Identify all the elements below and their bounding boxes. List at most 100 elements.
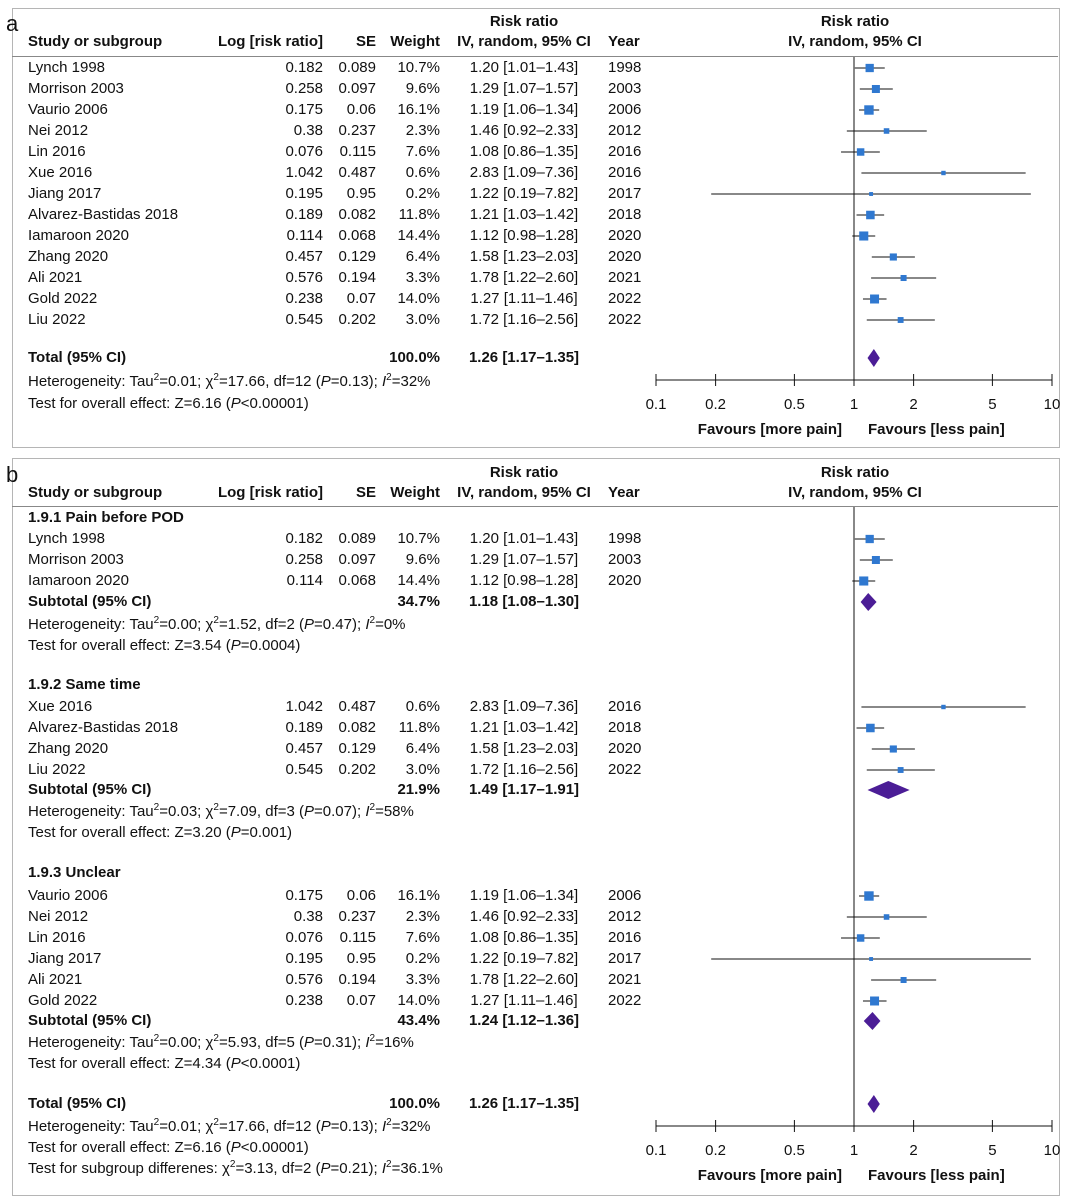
weight-value: 9.6% [405,551,440,568]
study-name: Zhang 2020 [28,740,109,757]
study-name: Nei 2012 [28,908,89,925]
x-tick-label: 5 [988,396,997,413]
study-name: Lynch 1998 [28,530,106,547]
plot-header-top: Risk ratio [820,13,890,30]
effect-square [859,576,869,586]
note-part: =32% [391,1118,431,1135]
x-tick-label: 1 [849,1142,859,1159]
summary-label: Subtotal (95% CI) [28,593,152,610]
weight-value: 9.6% [405,80,440,97]
ci-value: 2.83 [1.09–7.36] [469,164,579,181]
col-header-rr-top: Risk ratio [489,13,559,30]
summary-ci: 1.26 [1.17–1.35] [468,1095,580,1112]
log-rr-value: 0.114 [286,572,323,589]
effect-square [870,996,880,1006]
study-name: Xue 2016 [28,164,93,181]
col-header-se: SE [355,33,376,50]
year-value: 2022 [608,311,642,328]
effect-square [856,148,865,156]
effect-square [883,128,890,134]
se-value: 0.95 [346,950,376,967]
study-name: Nei 2012 [28,122,89,139]
note-part: =0.00; [159,616,206,633]
log-rr-value: 0.182 [285,530,323,547]
year-value: 2017 [608,950,642,967]
log-rr-value: 0.258 [285,80,323,97]
note-part: I [365,616,370,633]
note-part: Test for overall effect: Z=4.34 ( [28,1055,231,1072]
weight-value: 3.0% [405,311,440,328]
note-part: =5.93, df=5 ( [218,1034,305,1051]
note-part: =0.01; [159,373,206,390]
effect-square [889,745,897,753]
note-part: <0.00001) [240,1139,309,1156]
se-value: 0.194 [338,971,376,988]
col-header-year: Year [608,484,640,501]
year-value: 2006 [608,887,642,904]
weight-value: 0.2% [405,950,440,967]
note-part: =0.03; [159,803,206,820]
ci-value: 1.46 [0.92–2.33] [469,122,579,139]
summary-ci: 1.49 [1.17–1.91] [468,781,580,798]
effect-square [869,192,874,196]
note-part: <0.00001) [240,395,309,412]
note-part: χ [205,373,214,390]
x-tick-label: 0.5 [783,1142,805,1159]
year-value: 2018 [608,719,642,736]
weight-value: 2.3% [405,908,440,925]
note-part: P [320,373,331,390]
log-rr-value: 0.38 [293,122,323,139]
ci-value: 1.21 [1.03–1.42] [469,206,579,223]
note-part: Heterogeneity: Tau [28,373,154,390]
note-part: =16% [375,1034,414,1051]
heterogeneity-note: Heterogeneity: Tau2=0.03; χ2=7.09, df=3 … [28,803,414,821]
favours-right-label: Favours [less pain] [868,421,1005,438]
study-name: Iamaroon 2020 [28,572,129,589]
effect-square [897,767,904,773]
summary-weight: 100.0% [389,1095,440,1112]
log-rr-value: 0.38 [293,908,323,925]
log-rr-value: 0.175 [285,887,323,904]
weight-value: 14.0% [397,290,440,307]
x-tick-label: 2 [909,396,918,413]
year-value: 1998 [608,59,642,76]
weight-value: 10.7% [397,59,440,76]
year-value: 2006 [608,101,642,118]
ci-value: 1.29 [1.07–1.57] [469,80,579,97]
note-part: =7.09, df=3 ( [218,803,305,820]
year-value: 2022 [608,992,642,1009]
se-value: 0.115 [339,143,376,160]
x-tick-label: 0.5 [783,396,805,413]
note-part: =0.0004) [240,637,301,654]
note-part: =0.21); [330,1160,382,1177]
study-name: Jiang 2017 [28,950,102,967]
col-header-rr-bottom: IV, random, 95% CI [457,33,591,50]
ci-value: 1.21 [1.03–1.42] [469,719,579,736]
se-value: 0.07 [346,290,376,307]
heterogeneity-note: Test for overall effect: Z=4.34 (P<0.000… [28,1055,300,1073]
note-part: =0.31); [314,1034,366,1051]
weight-value: 3.3% [405,971,440,988]
x-tick-label: 10 [1043,1142,1061,1159]
se-value: 0.95 [346,185,376,202]
weight-value: 3.3% [405,269,440,286]
ci-value: 1.22 [0.19–7.82] [469,185,579,202]
se-value: 0.129 [338,740,376,757]
effect-square [871,84,880,94]
note-part: =0.00; [159,1034,206,1051]
ci-value: 1.78 [1.22–2.60] [469,269,579,286]
heterogeneity-note: Heterogeneity: Tau2=0.01; χ2=17.66, df=1… [28,1118,431,1136]
note-part: =0.13); [330,1118,382,1135]
note-part: P [304,1034,315,1051]
study-name: Xue 2016 [28,698,93,715]
se-value: 0.089 [338,530,376,547]
heterogeneity-note: Test for subgroup differenes: χ2=3.13, d… [28,1160,443,1178]
log-rr-value: 0.238 [285,992,323,1009]
col-header-weight: Weight [390,33,440,50]
ci-value: 1.19 [1.06–1.34] [469,101,579,118]
study-name: Liu 2022 [28,761,86,778]
weight-value: 14.4% [397,572,440,589]
note-part: Test for overall effect: Z=6.16 ( [28,1139,231,1156]
weight-value: 0.2% [405,185,440,202]
se-value: 0.237 [338,122,376,139]
